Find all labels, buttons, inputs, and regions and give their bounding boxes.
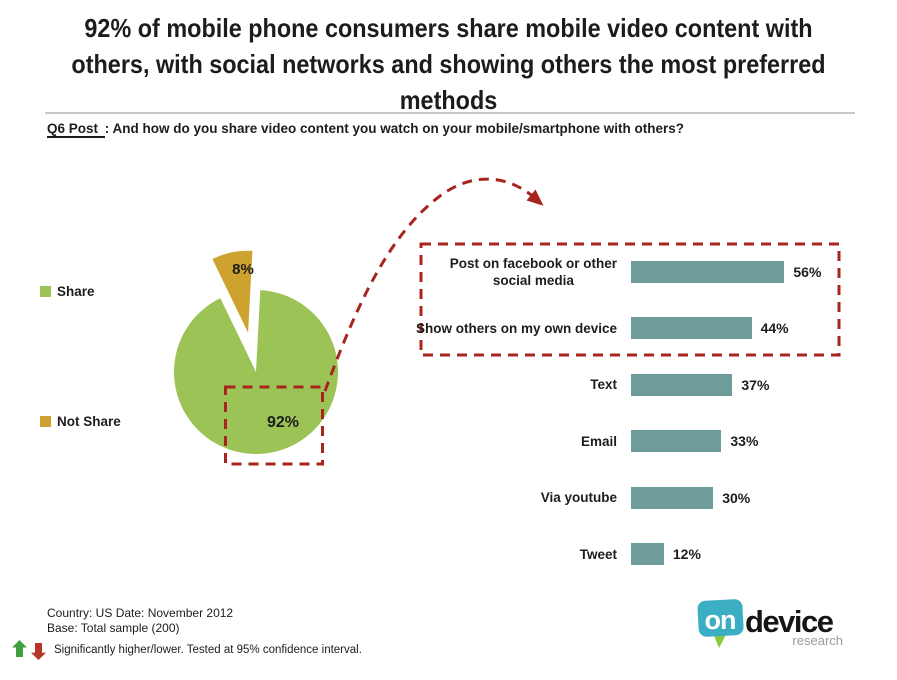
pie-label-not-share: 8% bbox=[232, 261, 254, 278]
bar-value-label: 44% bbox=[760, 320, 789, 337]
bar bbox=[631, 373, 733, 396]
bar bbox=[631, 486, 714, 509]
bar-row: Show others on my own device 44% bbox=[392, 304, 789, 352]
up-arrow-icon bbox=[12, 640, 27, 657]
significance-text: Significantly higher/lower. Tested at 95… bbox=[54, 644, 362, 656]
logo-research-text: research bbox=[792, 633, 843, 648]
question-line: Q6 Post : And how do you share video con… bbox=[47, 121, 685, 138]
footer-meta: Country: US Date: November 2012 Base: To… bbox=[47, 606, 233, 636]
bar bbox=[631, 543, 664, 565]
title-divider bbox=[45, 112, 855, 114]
legend-swatch-share bbox=[40, 286, 51, 297]
bar-category-label: Post on facebook or other social media bbox=[449, 256, 617, 288]
legend-item-share: Share bbox=[40, 284, 95, 299]
bar-value-label: 12% bbox=[672, 546, 701, 562]
bar-category-label: Email bbox=[580, 433, 617, 449]
bar bbox=[631, 261, 785, 283]
question-text: : And how do you share video content you… bbox=[104, 121, 685, 136]
bar-category-label: Text bbox=[590, 377, 617, 393]
bar-category-label: Show others on my own device bbox=[415, 320, 617, 336]
legend-label-not-share: Not Share bbox=[57, 414, 121, 429]
bar-row: Post on facebook or other social media 56… bbox=[392, 248, 822, 296]
page-title: 92% of mobile phone consumers share mobi… bbox=[71, 13, 826, 115]
bar-value-label: 56% bbox=[793, 264, 822, 280]
pie-label-share: 92% bbox=[266, 414, 300, 431]
bar bbox=[631, 430, 722, 453]
callout-arrowhead-icon bbox=[526, 189, 544, 206]
bar-row: Email 33% bbox=[392, 417, 758, 465]
bar-value-label: 33% bbox=[730, 433, 759, 450]
legend-swatch-not-share bbox=[40, 416, 51, 427]
ondevice-logo-icon: on device research bbox=[697, 599, 843, 648]
bar-category-label: Via youtube bbox=[540, 490, 617, 506]
bar-category-label: Tweet bbox=[579, 546, 617, 562]
bar-row: Via youtube 30% bbox=[392, 474, 750, 522]
logo-on-text: on bbox=[705, 605, 736, 635]
footer-base-line: Base: Total sample (200) bbox=[47, 621, 180, 635]
bar-value-label: 30% bbox=[722, 489, 751, 506]
question-label: Q6 Post bbox=[47, 121, 105, 138]
bar-row: Tweet 12% bbox=[392, 530, 701, 578]
logo-speech-bubble bbox=[697, 599, 744, 637]
logo-device-text: device bbox=[745, 604, 834, 639]
bar-value-label: 37% bbox=[741, 376, 770, 393]
bar bbox=[631, 317, 752, 340]
bar-row: Text 37% bbox=[392, 361, 769, 409]
down-arrow-icon bbox=[31, 643, 46, 660]
ondevice-logo: on device research bbox=[695, 596, 850, 657]
legend-label-share: Share bbox=[57, 284, 95, 299]
legend-item-not-share: Not Share bbox=[40, 414, 121, 429]
footer-country-line: Country: US Date: November 2012 bbox=[47, 606, 234, 620]
significance-note: Significantly higher/lower. Tested at 95… bbox=[12, 640, 362, 660]
